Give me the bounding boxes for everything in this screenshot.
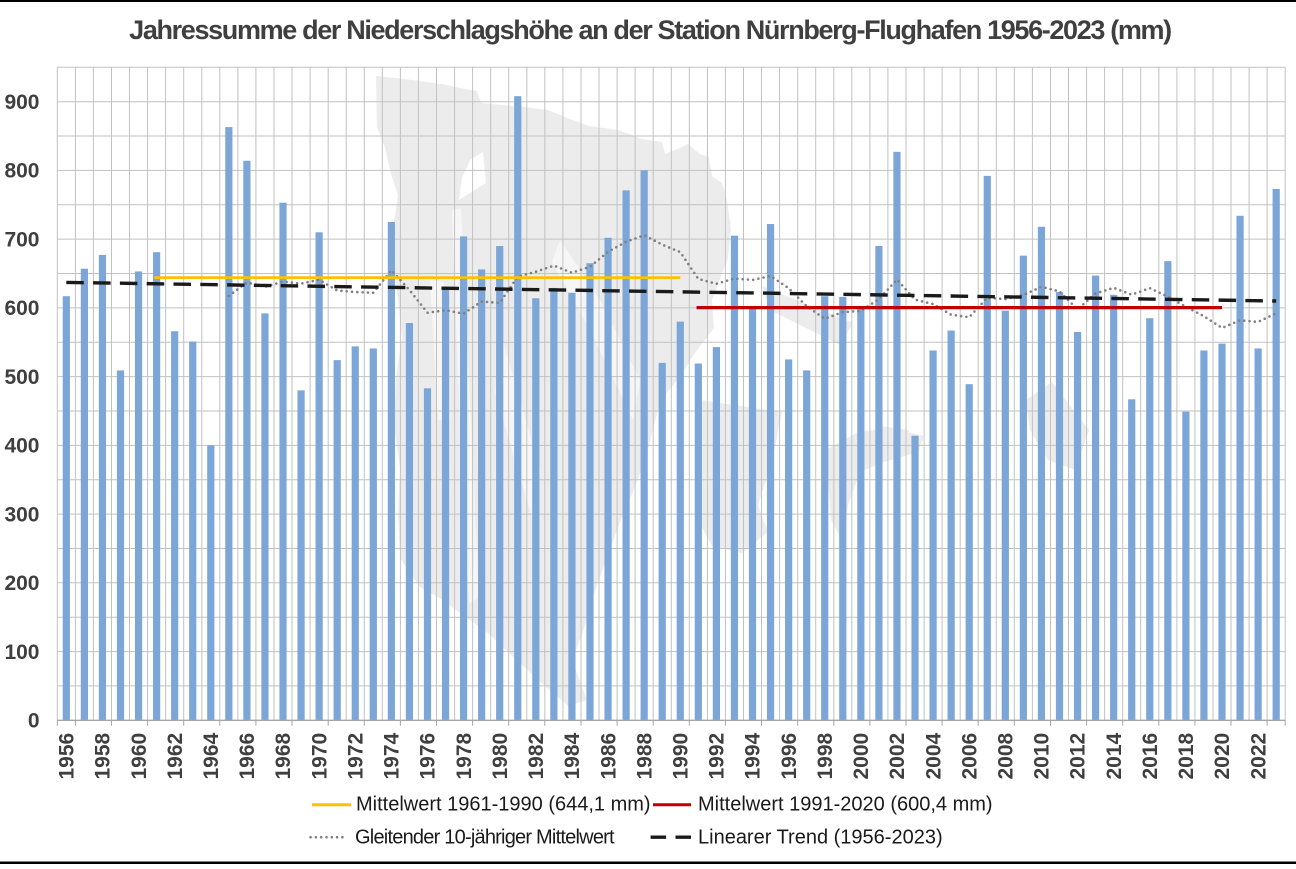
svg-text:1998: 1998: [814, 732, 837, 779]
svg-text:0: 0: [28, 710, 40, 733]
svg-text:1984: 1984: [561, 732, 584, 779]
svg-text:1956: 1956: [56, 733, 79, 780]
svg-text:1960: 1960: [128, 733, 151, 780]
svg-text:1980: 1980: [489, 733, 512, 780]
svg-text:2014: 2014: [1103, 732, 1126, 779]
svg-text:Mittelwert 1991-2020 (600,4 mm: Mittelwert 1991-2020 (600,4 mm): [698, 794, 993, 816]
svg-text:1988: 1988: [633, 732, 656, 779]
svg-text:1996: 1996: [778, 733, 801, 780]
svg-text:1982: 1982: [525, 733, 548, 780]
svg-text:2020: 2020: [1211, 733, 1234, 780]
svg-text:2008: 2008: [995, 732, 1018, 779]
svg-text:Gleitender 10-jähriger Mittelw: Gleitender 10-jähriger Mittelwert: [355, 827, 615, 849]
svg-text:300: 300: [4, 503, 39, 526]
svg-text:400: 400: [4, 435, 39, 458]
svg-text:1992: 1992: [706, 733, 729, 780]
svg-text:2018: 2018: [1175, 732, 1198, 779]
svg-text:Mittelwert 1961-1990 (644,1 mm: Mittelwert 1961-1990 (644,1 mm): [356, 794, 651, 816]
svg-text:500: 500: [4, 366, 39, 389]
svg-text:2016: 2016: [1139, 733, 1162, 780]
svg-text:1970: 1970: [308, 733, 331, 780]
svg-text:1994: 1994: [742, 732, 765, 779]
svg-text:2002: 2002: [886, 733, 909, 780]
svg-text:2022: 2022: [1247, 733, 1270, 780]
svg-text:1974: 1974: [381, 732, 404, 779]
svg-text:2006: 2006: [958, 733, 981, 780]
svg-text:1968: 1968: [272, 732, 295, 779]
svg-text:1976: 1976: [417, 733, 440, 780]
svg-text:2004: 2004: [922, 732, 945, 779]
svg-text:1964: 1964: [200, 732, 223, 779]
svg-text:1972: 1972: [344, 733, 367, 780]
svg-text:2010: 2010: [1031, 733, 1054, 780]
svg-text:Jahressumme der Niederschlagsh: Jahressumme der Niederschlagshöhe an der…: [129, 15, 1171, 45]
svg-text:Linearer Trend (1956-2023): Linearer Trend (1956-2023): [698, 827, 943, 849]
svg-text:200: 200: [4, 572, 39, 595]
svg-text:1966: 1966: [236, 733, 259, 780]
svg-text:2012: 2012: [1067, 733, 1090, 780]
svg-text:1978: 1978: [453, 732, 476, 779]
svg-text:1990: 1990: [670, 733, 693, 780]
svg-text:1986: 1986: [597, 733, 620, 780]
svg-text:1958: 1958: [92, 732, 115, 779]
svg-text:2000: 2000: [850, 733, 873, 780]
svg-text:700: 700: [4, 228, 39, 251]
svg-text:800: 800: [4, 160, 39, 183]
svg-text:100: 100: [4, 641, 39, 664]
svg-text:600: 600: [4, 297, 39, 320]
svg-text:1962: 1962: [164, 733, 187, 780]
svg-text:900: 900: [4, 91, 39, 114]
